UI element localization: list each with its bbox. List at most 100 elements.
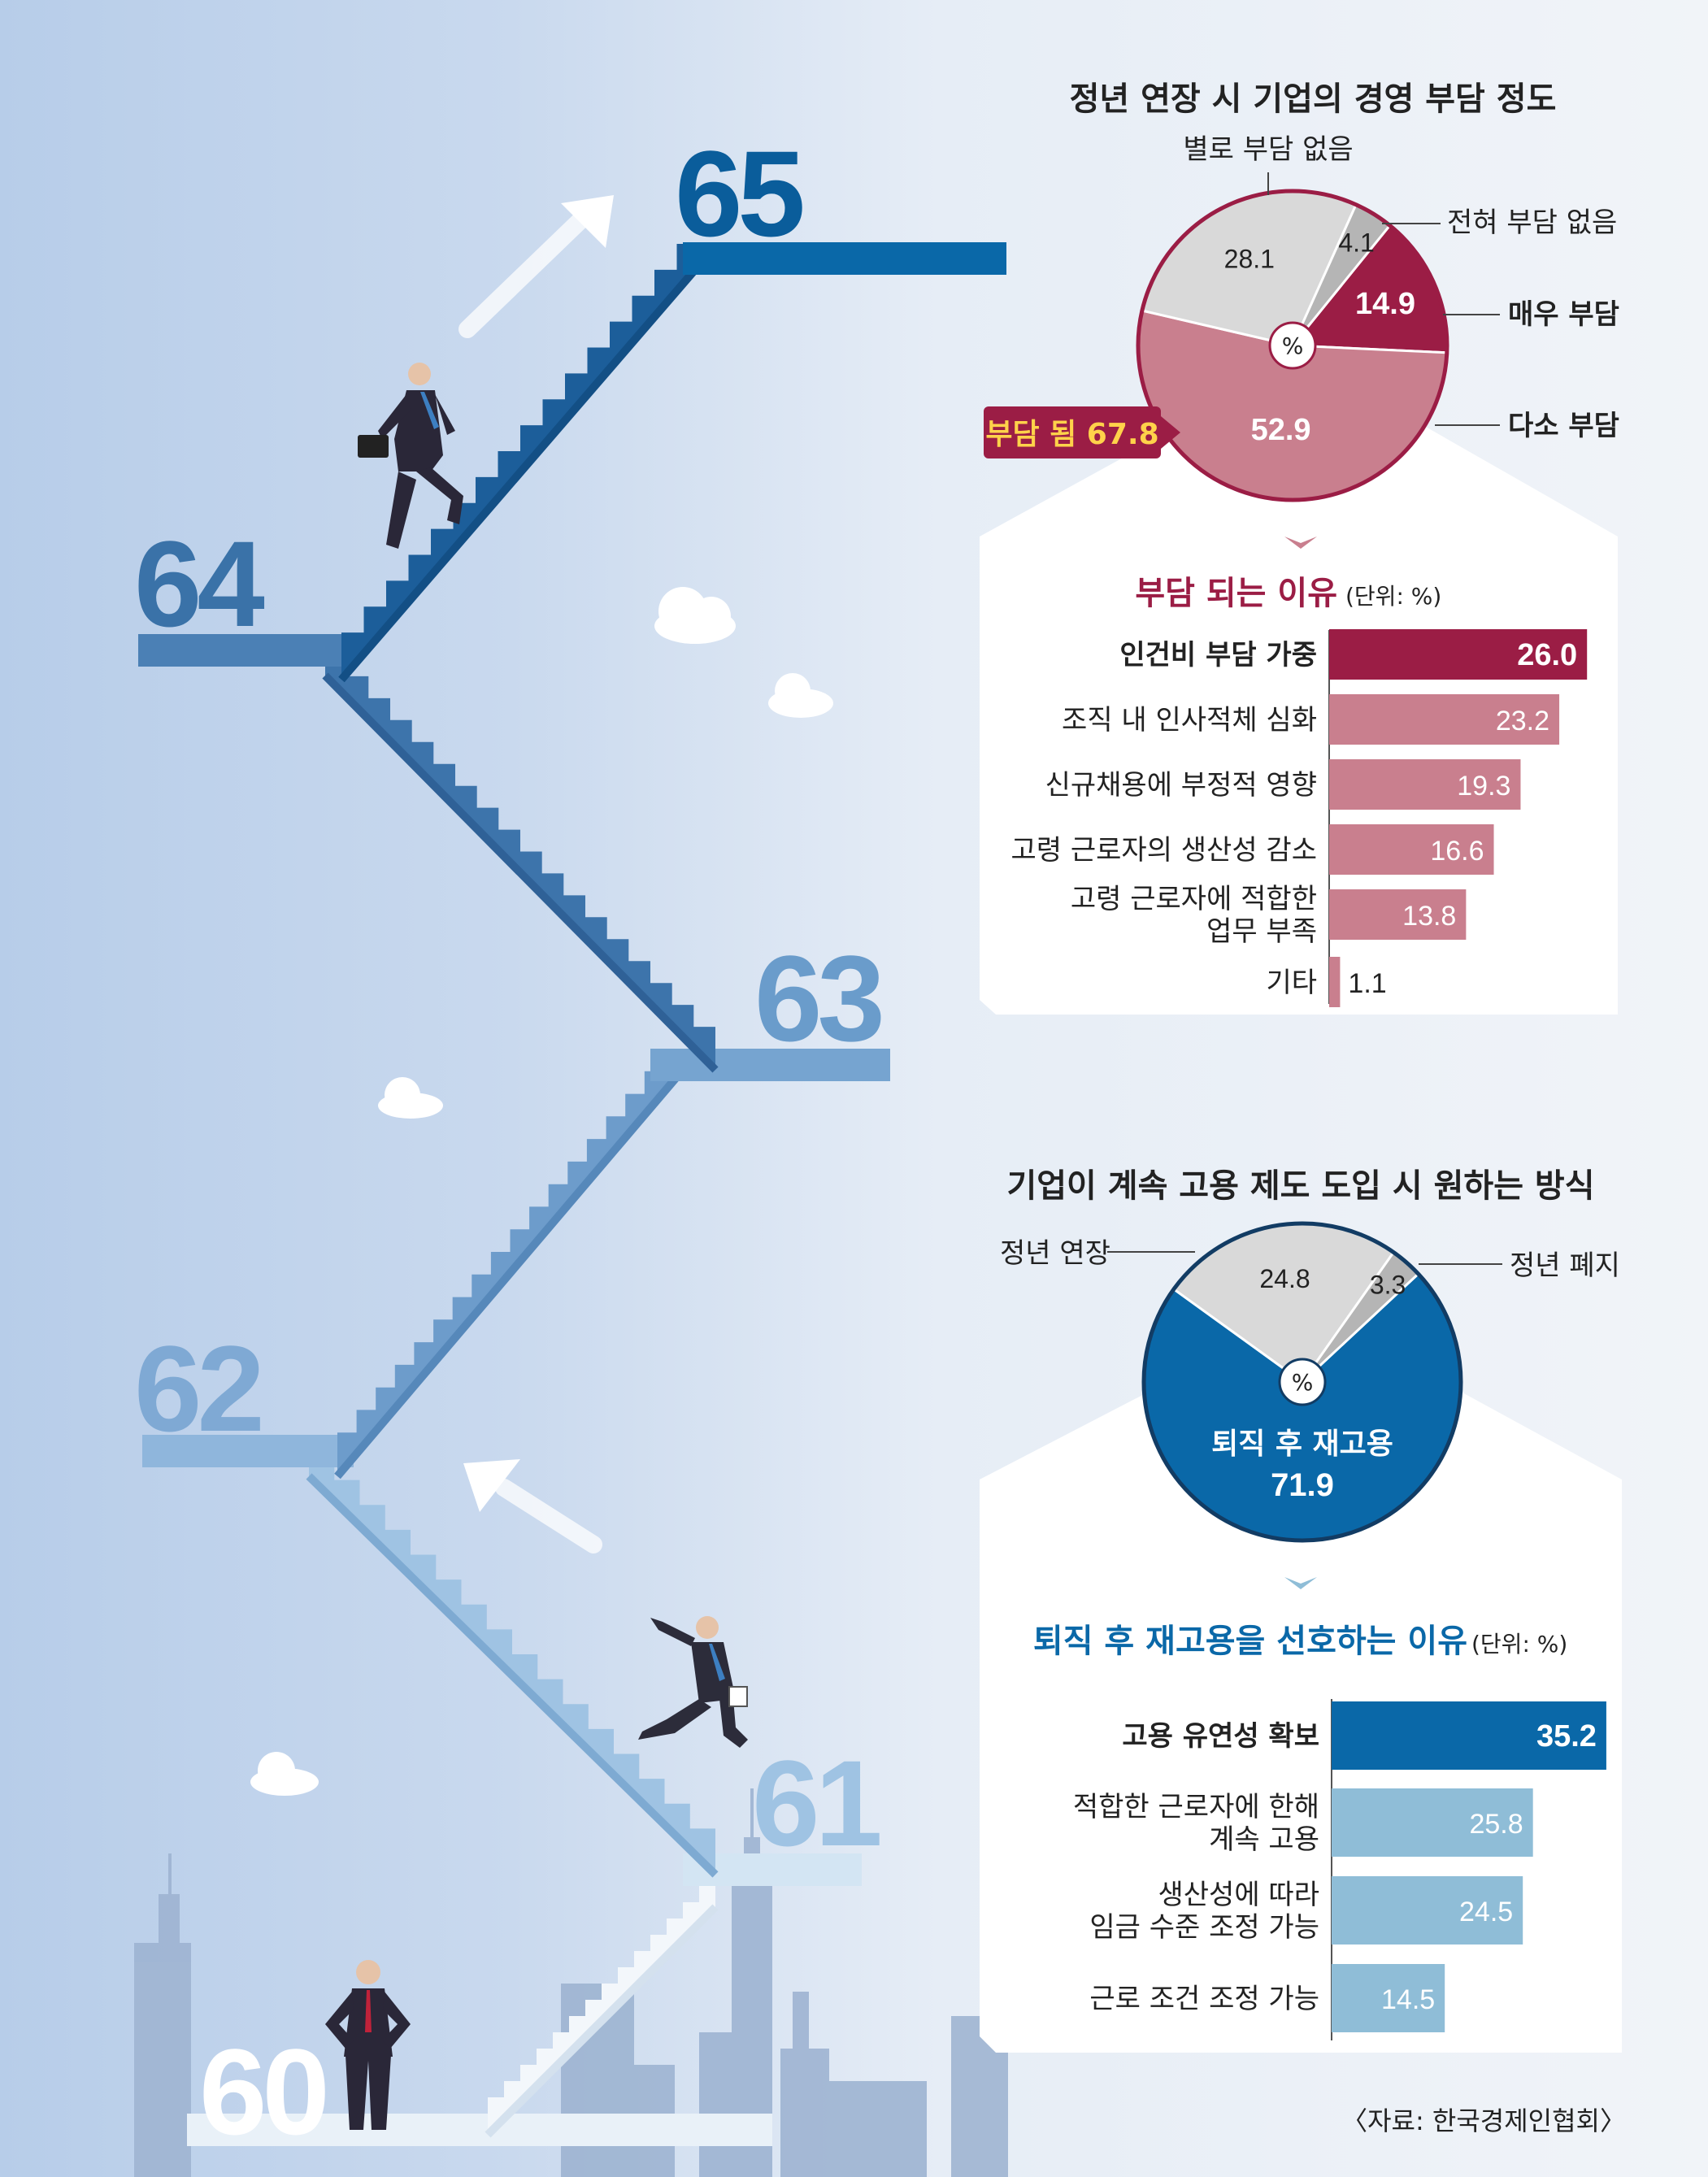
bar-category-label: 근로 조건 조정 가능	[1089, 1983, 1319, 2015]
pie-slice-value: 71.9	[1271, 1467, 1334, 1503]
bar-value-label: 1.1	[1348, 968, 1386, 999]
burden-callout: 부담 됨 67.8	[985, 418, 1158, 451]
bar	[1332, 1701, 1606, 1770]
pie-outline	[1136, 189, 1449, 502]
pie-slice-value: 3.3	[1370, 1270, 1406, 1299]
bar-value-label: 35.2	[1536, 1719, 1597, 1753]
bar-value-label: 14.5	[1381, 1984, 1435, 2015]
stair-flight-edge	[338, 262, 702, 683]
briefcase-icon	[358, 435, 389, 458]
bar-category-label: 기타	[1266, 967, 1317, 999]
burden-slice-name: 매우 부담	[1508, 298, 1619, 331]
hiring-panel: 기업이 계속 고용 제도 도입 시 원하는 방식 퇴직 후 재고용 71.9 24.…	[980, 1167, 1622, 2053]
staircase	[138, 242, 1006, 2146]
pie-slice-value: 28.1	[1224, 245, 1275, 274]
stair-landing	[650, 1049, 890, 1081]
burden-slice-name: 별로 부담 없음	[1183, 133, 1353, 166]
burden-panel: 정년 연장 시 기업의 경영 부담 정도 14.9 52.9 28.1 4.1% 별로…	[980, 80, 1619, 1015]
stair-landing	[142, 1435, 354, 1467]
stair-number: 64	[134, 515, 264, 652]
bar-value-label: 24.5	[1459, 1897, 1513, 1927]
bar	[1332, 1788, 1533, 1857]
cloud	[250, 1752, 319, 1796]
bar-category-label: 업무 부족	[1206, 915, 1317, 948]
stair-numbers: 65 64 63 62 61 60	[134, 125, 885, 2160]
bar-category-label: 계속 고용	[1209, 1823, 1319, 1856]
cloud	[378, 1077, 443, 1119]
pie-center-label: %	[1292, 1369, 1314, 1396]
bar	[1329, 759, 1521, 810]
bar-category-label: 인건비 부담 가중	[1119, 639, 1317, 671]
burden-pie: 14.9 52.9 28.1 4.1%	[1136, 189, 1449, 502]
stair-landing	[138, 634, 350, 667]
bar-category-label: 고령 근로자에 적합한	[1071, 883, 1317, 915]
burden-bar-unit: (단위: %)	[1345, 583, 1441, 610]
clouds	[250, 587, 833, 1796]
bar	[1329, 629, 1588, 680]
bar	[1329, 957, 1341, 1007]
pie-outline	[1141, 1221, 1463, 1543]
bar	[1332, 1964, 1445, 2032]
bar-category-label: 생산성에 따라	[1158, 1879, 1320, 1911]
cloud	[654, 587, 736, 644]
stair-number: 62	[134, 1320, 260, 1457]
cloud	[768, 673, 833, 718]
stair-flight-edge	[322, 672, 719, 1073]
bar-category-label: 고령 근로자의 생산성 감소	[1010, 834, 1317, 867]
stair-number: 63	[754, 930, 880, 1067]
bar-value-label: 23.2	[1496, 706, 1549, 737]
burden-slice-name: 다소 부담	[1508, 410, 1619, 442]
bar-category-label: 적합한 근로자에 한해	[1073, 1791, 1319, 1823]
stair-number: 65	[675, 125, 802, 262]
burden-pie-title: 정년 연장 시 기업의 경영 부담 정도	[1070, 80, 1557, 118]
bar-value-label: 19.3	[1457, 771, 1510, 802]
pie-center	[1278, 1358, 1327, 1406]
businessman-standing	[325, 1960, 411, 2130]
stair-number: 60	[199, 2023, 325, 2160]
burden-callout-box	[984, 406, 1161, 458]
stair-number: 61	[752, 1735, 880, 1871]
pie-slice-value: 14.9	[1355, 287, 1415, 321]
bar-value-label: 13.8	[1402, 901, 1456, 932]
bar-category-label: 조직 내 인사적체 심화	[1062, 704, 1317, 737]
stair-landing	[187, 2114, 772, 2146]
burden-slice-name: 전혀 부담 없음	[1447, 206, 1617, 239]
up-arrow-bottom	[463, 1459, 602, 1553]
stair-landing	[683, 242, 1006, 275]
pie-slice-value: 4.1	[1338, 228, 1374, 257]
bar-value-label: 16.6	[1430, 836, 1484, 867]
bar	[1329, 889, 1467, 940]
hiring-pie-title: 기업이 계속 고용 제도 도입 시 원하는 방식	[1006, 1167, 1594, 1205]
bar	[1329, 824, 1494, 875]
hiring-bar-unit: (단위: %)	[1471, 1631, 1567, 1658]
bar-category-label: 신규채용에 부정적 영향	[1045, 769, 1317, 802]
hiring-bar-title: 퇴직 후 재고용을 선호하는 이유	[1033, 1623, 1467, 1660]
stair-flight-edge	[306, 1473, 719, 1878]
hiring-slice-name: 정년 폐지	[1510, 1249, 1620, 1282]
source-note: 〈자료: 한국경제인협회〉	[1341, 2105, 1626, 2136]
stair-flight-edge	[334, 1067, 686, 1480]
bar-value-label: 25.8	[1469, 1809, 1523, 1840]
bar	[1329, 694, 1560, 745]
pie-center-label: %	[1282, 332, 1304, 359]
bar-category-label: 고용 유연성 확보	[1122, 1720, 1319, 1753]
bar-category-label: 임금 수준 조정 가능	[1089, 1911, 1319, 1944]
hiring-panel-background	[980, 1309, 1622, 2053]
pie-slice-name: 퇴직 후 재고용	[1211, 1427, 1393, 1461]
burden-bar-title: 부담 되는 이유	[1135, 575, 1337, 612]
burden-bars: 인건비 부담 가중 26.0 조직 내 인사적체 심화 23.2 신규채용에 부정적 영…	[1010, 629, 1588, 1007]
bar-value-label: 26.0	[1517, 638, 1577, 672]
stair-flight-edge	[485, 1904, 719, 2138]
hiring-pie: 퇴직 후 재고용 71.9 24.8 3.3%	[1141, 1221, 1463, 1543]
up-arrow-top	[459, 195, 614, 338]
pie-slice-value: 52.9	[1251, 413, 1311, 447]
businessman-running	[638, 1616, 748, 1748]
pie-slice-value: 24.8	[1259, 1264, 1310, 1293]
pie-center	[1268, 321, 1317, 370]
hiring-slice-name: 정년 연장	[1000, 1237, 1110, 1270]
businessman-climbing	[358, 363, 463, 549]
bar	[1332, 1876, 1523, 1945]
